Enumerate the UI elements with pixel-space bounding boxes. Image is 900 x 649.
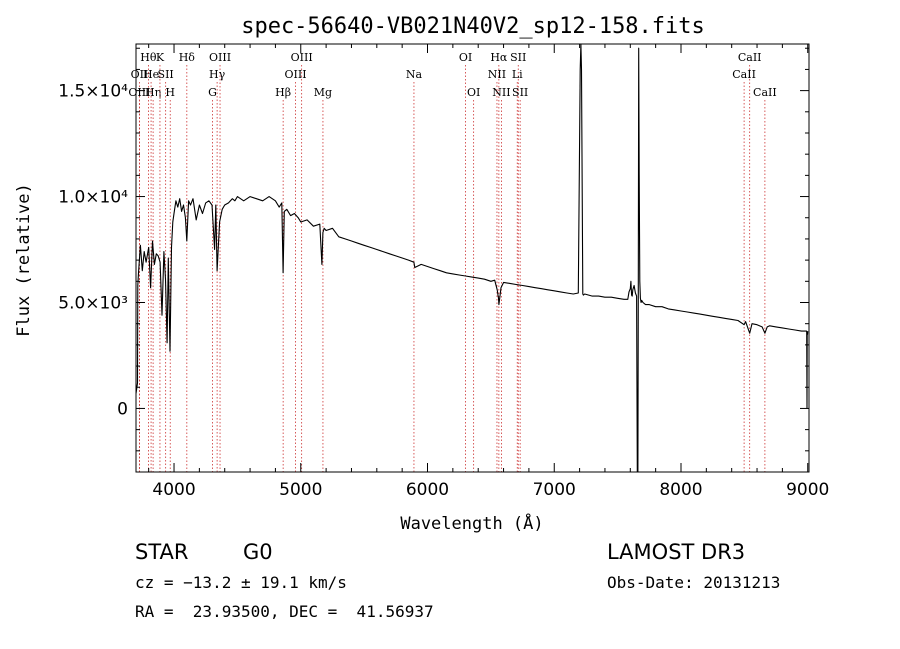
line-marker-label-4: Hη (145, 86, 161, 99)
y-tick-label: 5.0×10³ (58, 293, 128, 313)
y-axis-label: Flux (relative) (14, 183, 34, 337)
coordinates-text: RA = 23.93500, DEC = 41.56937 (135, 602, 434, 621)
line-marker-label-20: SII (510, 51, 526, 64)
redshift-text: cz = −13.2 ± 19.1 km/s (135, 573, 347, 592)
subclass-label: G0 (243, 540, 273, 564)
line-marker-label-8: Hδ (179, 51, 196, 64)
plot-frame (135, 43, 810, 473)
y-tick-label: 1.5×10⁴ (58, 82, 128, 102)
x-tick-label: 9000 (786, 480, 829, 500)
line-marker-label-15: Mg (314, 86, 332, 99)
obs-date-text: Obs-Date: 20131213 (607, 573, 781, 592)
line-marker-label-7: H (165, 86, 175, 99)
x-tick-label: 7000 (533, 480, 576, 500)
line-marker-label-16: Na (406, 68, 423, 81)
x-tick-label: 8000 (659, 480, 702, 500)
chart-title: spec-56640-VB021N40V2_sp12-158.fits (241, 14, 705, 39)
line-marker-label-3: He (143, 68, 159, 81)
line-marker-label-13: OIII (285, 68, 307, 81)
axis-ticks: 4000 5000 6000 7000 8000 9000 0 5.0×10³ 1.0×10⁴ 1… (58, 44, 829, 500)
line-marker-label-11: G (208, 86, 217, 99)
line-marker-layer: Hθ OII OIII He Hη K SII H Hδ OIII Hγ G OIII OIII Hβ Mg N… (128, 51, 777, 472)
line-marker-label-9: OIII (209, 51, 231, 64)
y-tick-label: 0 (117, 399, 128, 419)
line-marker-label-0: Hθ (140, 51, 157, 64)
line-marker-label-5: K (156, 51, 165, 64)
line-marker-label-6: SII (158, 68, 174, 81)
line-marker-label-24: SII (512, 86, 528, 99)
line-marker-label-2: OIII (128, 86, 150, 99)
object-class-label: STAR (135, 540, 189, 564)
x-tick-label: 5000 (279, 480, 322, 500)
line-marker-label-23: NII (492, 86, 510, 99)
line-marker-label-12: OIII (291, 51, 313, 64)
line-marker-label-17: OI (459, 51, 472, 64)
line-marker-label-25: CaII (738, 51, 762, 64)
line-marker-label-22: Li (512, 68, 523, 81)
x-tick-label: 6000 (406, 480, 449, 500)
x-axis-label: Wavelength (Å) (400, 512, 543, 534)
survey-label: LAMOST DR3 (607, 540, 746, 564)
line-marker-label-27: CaII (753, 86, 777, 99)
line-marker-label-26: CaII (732, 68, 756, 81)
y-tick-label: 1.0×10⁴ (58, 188, 128, 208)
x-tick-label: 4000 (152, 480, 195, 500)
line-marker-label-14: Hβ (275, 86, 291, 99)
line-marker-label-10: Hγ (209, 68, 226, 81)
line-marker-label-21: NII (488, 68, 506, 81)
flux-series-line (135, 43, 809, 473)
line-marker-label-18: OI (467, 86, 480, 99)
line-marker-label-1: OII (131, 68, 149, 81)
line-marker-label-19: Hα (490, 51, 508, 64)
